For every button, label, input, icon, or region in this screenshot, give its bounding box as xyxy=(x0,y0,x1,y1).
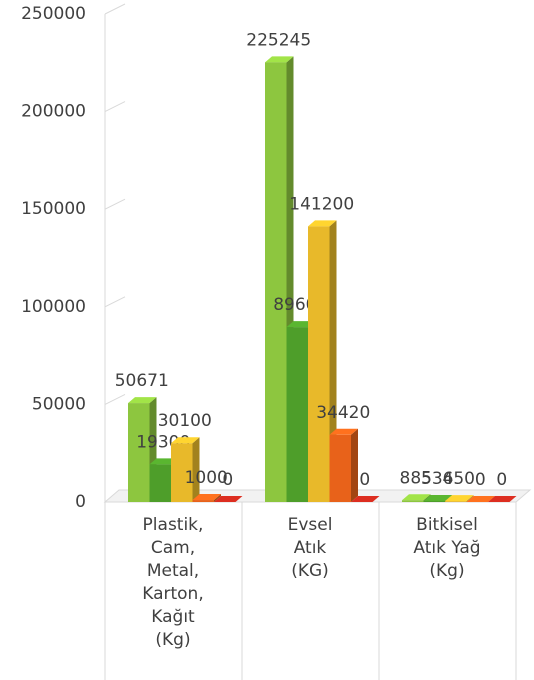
bar xyxy=(265,62,287,503)
bar xyxy=(149,464,171,502)
tick-mark xyxy=(104,393,126,405)
bar xyxy=(402,500,424,502)
bar-top xyxy=(214,496,243,502)
data-label: 0 xyxy=(475,470,486,490)
bar-top xyxy=(329,428,358,435)
data-label: 30100 xyxy=(158,411,212,431)
bar-side xyxy=(466,495,474,502)
data-label: 50671 xyxy=(115,371,169,391)
bar-top xyxy=(128,397,157,404)
bar xyxy=(308,226,330,502)
bar-top xyxy=(402,494,431,501)
data-label: 885 xyxy=(400,468,432,488)
bar xyxy=(192,500,214,502)
y-tick-label: 50000 xyxy=(32,394,86,414)
data-label: 34420 xyxy=(316,403,370,423)
data-label: 225245 xyxy=(246,30,311,50)
y-tick-label: 200000 xyxy=(21,102,86,122)
bar xyxy=(286,327,308,502)
bar-top xyxy=(265,56,294,63)
bar xyxy=(423,500,445,502)
bar-side xyxy=(214,494,221,502)
bar-top xyxy=(488,496,517,502)
data-label: 1000 xyxy=(185,468,228,488)
bar-top xyxy=(171,437,200,444)
data-label: 141200 xyxy=(289,194,354,214)
data-label: 536 xyxy=(421,469,453,489)
data-label: 0 xyxy=(359,470,370,490)
y-tick-label: 150000 xyxy=(21,199,86,219)
y-tick-label: 250000 xyxy=(21,4,86,24)
bar-top xyxy=(286,321,315,328)
bar-top xyxy=(192,494,221,501)
bar-top xyxy=(351,496,380,502)
y-tick-label: 100000 xyxy=(21,297,86,317)
x-tick-label: Plastik, Cam, Metal, Karton, Kağıt (Kg) xyxy=(142,515,204,650)
x-tick-label: Evsel Atık (KG) xyxy=(287,515,333,581)
bar-top xyxy=(308,220,337,227)
bar xyxy=(329,434,351,502)
y-tick-label: 0 xyxy=(75,492,86,512)
bar-top xyxy=(149,458,178,465)
data-label: 0 xyxy=(222,470,233,490)
tick-mark xyxy=(104,3,126,15)
tick-mark xyxy=(104,296,126,308)
x-tick-label: Bitkisel Atık Yağ (Kg) xyxy=(413,515,481,581)
bar xyxy=(445,501,467,502)
data-label: 450 xyxy=(443,469,475,489)
bar xyxy=(171,443,193,502)
bar-side xyxy=(192,437,200,502)
bar-top xyxy=(466,496,495,502)
bar-top xyxy=(423,494,452,501)
bar xyxy=(128,403,150,502)
bar-side xyxy=(351,428,358,502)
tick-mark xyxy=(104,101,126,113)
bar-top xyxy=(445,495,474,502)
data-label: 0 xyxy=(496,470,507,490)
tick-mark xyxy=(104,198,126,210)
